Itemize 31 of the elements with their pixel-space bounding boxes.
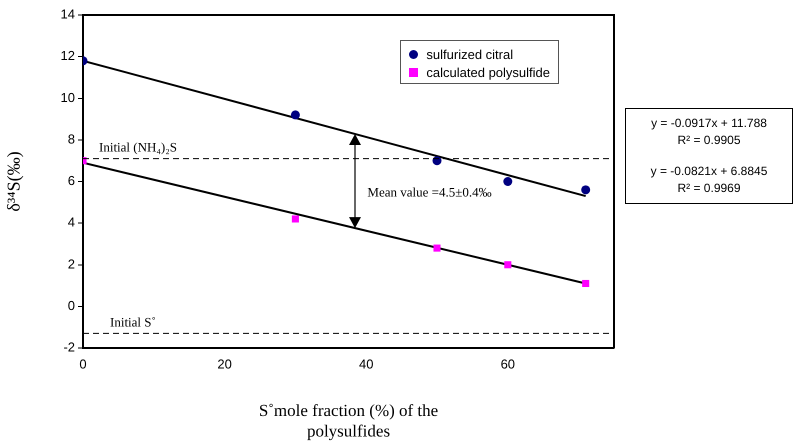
x-tick-label: 40 xyxy=(358,356,374,372)
point xyxy=(290,110,300,120)
point xyxy=(292,215,299,222)
legend-label: sulfurized citral xyxy=(425,46,514,63)
y-tick-label: 0 xyxy=(68,298,75,313)
text: R² = 0.9969 xyxy=(676,180,742,197)
y-tick-label: 4 xyxy=(68,214,75,230)
y-tick-label: 14 xyxy=(60,6,75,22)
point xyxy=(503,177,512,186)
y-tick-label: 2 xyxy=(68,256,75,272)
ref-line-label: Initial S˚ xyxy=(110,314,156,330)
y-tick-label: 6 xyxy=(68,173,75,188)
ref-line-label: Initial (NH₄)₂S xyxy=(99,140,178,155)
text: R² = 0.9905 xyxy=(676,132,742,149)
y-tick-label: 12 xyxy=(60,48,75,64)
text: y = -0.0821x + 6.8845 xyxy=(650,163,768,180)
point xyxy=(581,185,590,194)
point xyxy=(504,261,512,268)
y-tick-label: 10 xyxy=(60,90,75,105)
point xyxy=(433,244,441,252)
x-tick-label: 20 xyxy=(217,356,232,372)
x-tick-label: 0 xyxy=(79,356,87,372)
text: y = -0.0917x + 11.788 xyxy=(650,115,768,132)
y-axis-title: δ³⁴S(‰) xyxy=(4,151,24,212)
point xyxy=(582,280,590,288)
y-tick-label: -2 xyxy=(63,340,75,355)
legend-label: calculated polysulfide xyxy=(425,64,550,81)
x-tick-label: 60 xyxy=(500,356,516,372)
y-tick-label: 8 xyxy=(68,131,75,146)
annotation: Mean value =4.5±0.4‰ xyxy=(367,184,492,200)
x-axis-title: S˚mole fraction (%) of the polysulfides xyxy=(258,400,438,440)
